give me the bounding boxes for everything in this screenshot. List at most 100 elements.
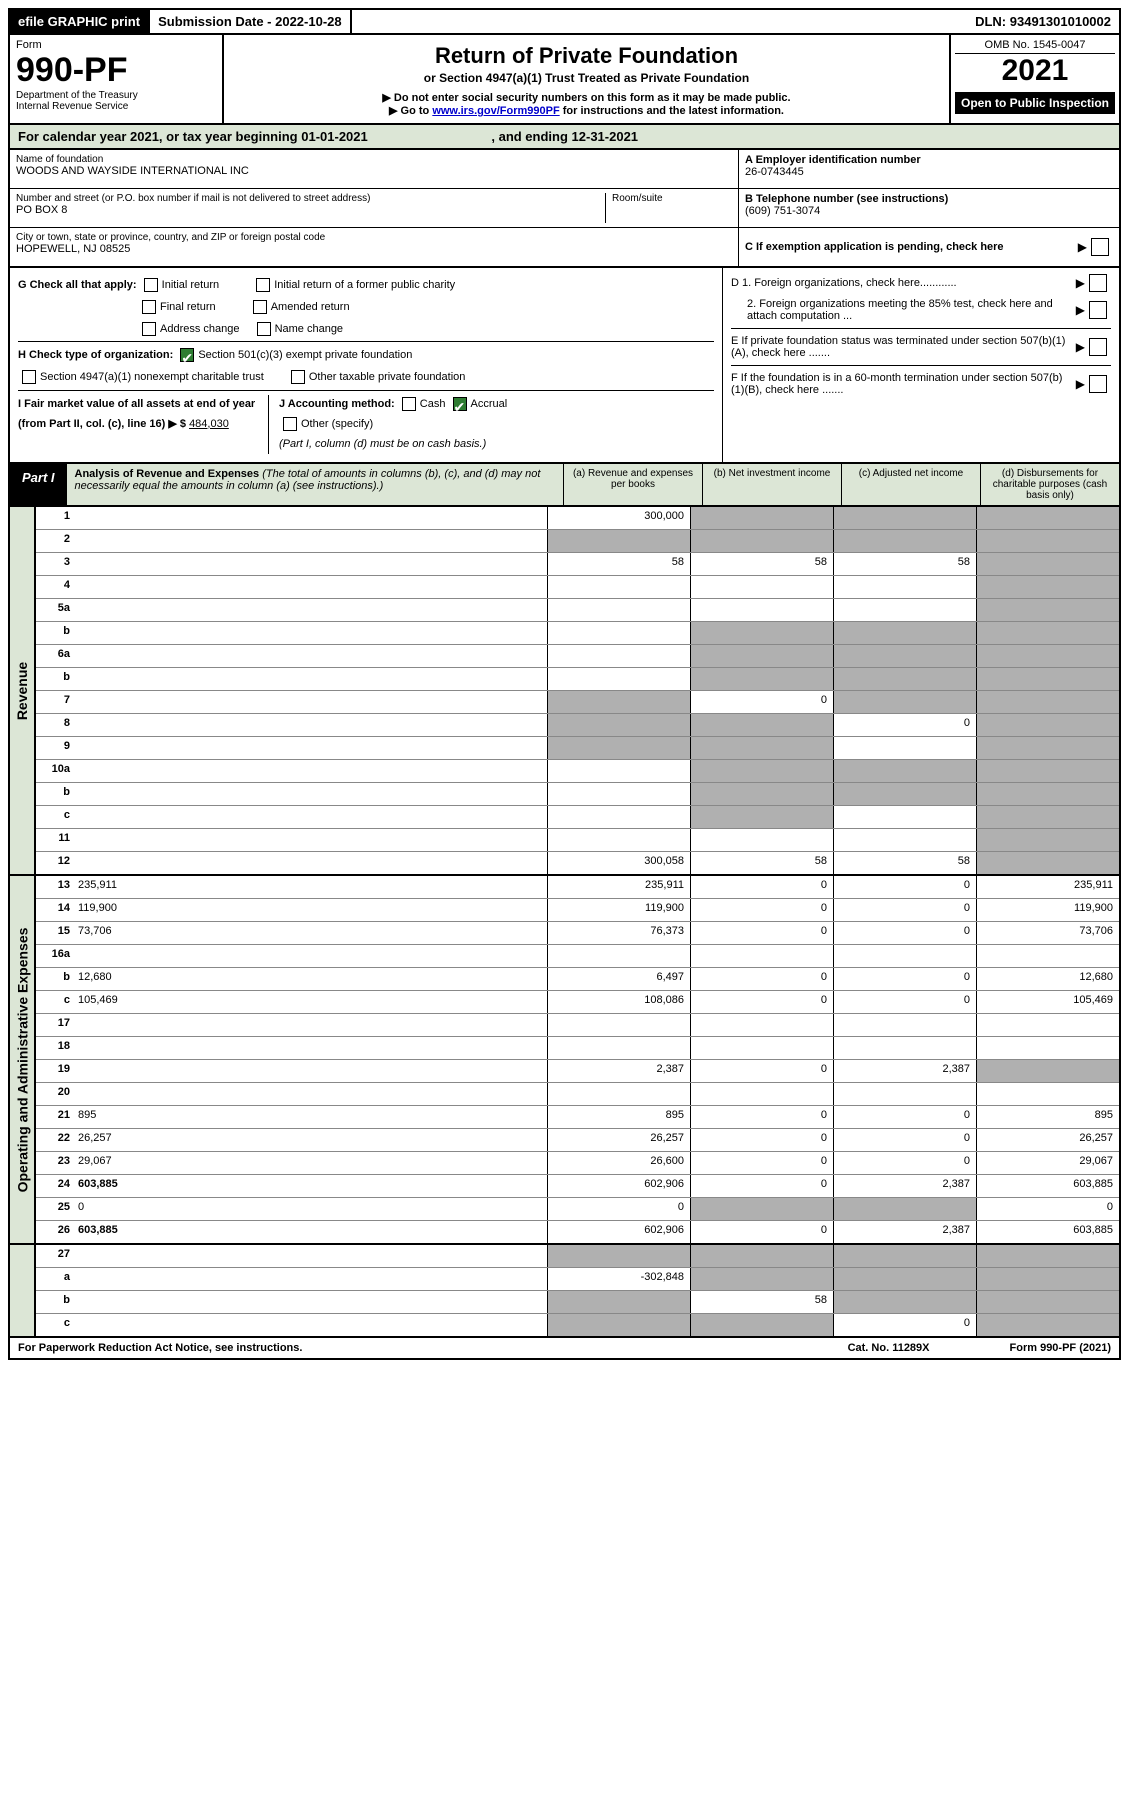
cell-c: 0 xyxy=(833,876,976,898)
expense-side-label: Operating and Administrative Expenses xyxy=(10,876,36,1243)
row-desc xyxy=(74,645,547,667)
cell-b xyxy=(690,1083,833,1105)
row-desc xyxy=(74,1245,547,1267)
cell-d: 29,067 xyxy=(976,1152,1119,1174)
row-number: 10a xyxy=(36,760,74,782)
final-checkbox[interactable] xyxy=(142,300,156,314)
cell-d xyxy=(976,852,1119,874)
cell-c: 0 xyxy=(833,922,976,944)
cell-b xyxy=(690,945,833,967)
cell-a xyxy=(547,1314,690,1336)
cell-d: 603,885 xyxy=(976,1175,1119,1197)
cell-a: 235,911 xyxy=(547,876,690,898)
other-method-checkbox[interactable] xyxy=(283,417,297,431)
row-number: 8 xyxy=(36,714,74,736)
cell-b: 0 xyxy=(690,1129,833,1151)
row-desc xyxy=(74,553,547,575)
dept: Department of the Treasury xyxy=(16,90,216,101)
initial-former-checkbox[interactable] xyxy=(256,278,270,292)
cell-c: 0 xyxy=(833,991,976,1013)
info-left: Name of foundation WOODS AND WAYSIDE INT… xyxy=(10,150,738,266)
cell-c xyxy=(833,1037,976,1059)
row-number: 14 xyxy=(36,899,74,921)
amended-checkbox[interactable] xyxy=(253,300,267,314)
accrual-checkbox[interactable] xyxy=(453,397,467,411)
d1-row: D 1. Foreign organizations, check here..… xyxy=(731,274,1111,292)
cell-a: 300,000 xyxy=(547,507,690,529)
cell-b xyxy=(690,668,833,690)
header-mid: Return of Private Foundation or Section … xyxy=(224,35,949,123)
check-left: G Check all that apply: Initial return I… xyxy=(10,268,722,462)
cell-c xyxy=(833,530,976,552)
table-row: c105,469108,08600105,469 xyxy=(36,991,1119,1014)
table-row: 3585858 xyxy=(36,553,1119,576)
row-number: 6a xyxy=(36,645,74,667)
f-checkbox[interactable] xyxy=(1089,375,1107,393)
cell-b: 0 xyxy=(690,991,833,1013)
addr-change-checkbox[interactable] xyxy=(142,322,156,336)
row-desc xyxy=(74,1291,547,1313)
cell-b: 0 xyxy=(690,876,833,898)
cell-c: 0 xyxy=(833,899,976,921)
h-other-checkbox[interactable] xyxy=(291,370,305,384)
table-row: 13235,911235,91100235,911 xyxy=(36,876,1119,899)
row-desc: 603,885 xyxy=(74,1175,547,1197)
cell-d: 235,911 xyxy=(976,876,1119,898)
row-number: 23 xyxy=(36,1152,74,1174)
cell-c xyxy=(833,945,976,967)
cell-c xyxy=(833,829,976,851)
cell-a: 602,906 xyxy=(547,1221,690,1243)
name-change-checkbox[interactable] xyxy=(257,322,271,336)
cell-b: 0 xyxy=(690,1106,833,1128)
cell-b xyxy=(690,1245,833,1267)
c-checkbox[interactable] xyxy=(1091,238,1109,256)
cell-c: 0 xyxy=(833,714,976,736)
cell-d xyxy=(976,553,1119,575)
row-desc xyxy=(74,507,547,529)
row-number: 9 xyxy=(36,737,74,759)
cell-a: 26,600 xyxy=(547,1152,690,1174)
cell-d: 0 xyxy=(976,1198,1119,1220)
row-number: 18 xyxy=(36,1037,74,1059)
cell-d xyxy=(976,760,1119,782)
top-bar: efile GRAPHIC print Submission Date - 20… xyxy=(8,8,1121,35)
cell-c xyxy=(833,1014,976,1036)
row-desc xyxy=(74,760,547,782)
cell-b xyxy=(690,530,833,552)
cell-d: 119,900 xyxy=(976,899,1119,921)
h-501c3-checkbox[interactable] xyxy=(180,348,194,362)
table-row: b xyxy=(36,622,1119,645)
cell-b xyxy=(690,737,833,759)
col-a-header: (a) Revenue and expenses per books xyxy=(563,464,702,505)
table-row: 2 xyxy=(36,530,1119,553)
cash-checkbox[interactable] xyxy=(402,397,416,411)
col-d-header: (d) Disbursements for charitable purpose… xyxy=(980,464,1119,505)
row-number: 12 xyxy=(36,852,74,874)
cell-d xyxy=(976,599,1119,621)
row-number: 27 xyxy=(36,1245,74,1267)
row-desc xyxy=(74,668,547,690)
cell-c: 2,387 xyxy=(833,1060,976,1082)
cell-b: 0 xyxy=(690,1221,833,1243)
col-headers: (a) Revenue and expenses per books (b) N… xyxy=(563,464,1119,505)
initial-checkbox[interactable] xyxy=(144,278,158,292)
cell-a xyxy=(547,760,690,782)
cell-a: 6,497 xyxy=(547,968,690,990)
cell-c xyxy=(833,622,976,644)
cell-a: 895 xyxy=(547,1106,690,1128)
col-c-header: (c) Adjusted net income xyxy=(841,464,980,505)
cell-c xyxy=(833,599,976,621)
row-number: 17 xyxy=(36,1014,74,1036)
h-4947-checkbox[interactable] xyxy=(22,370,36,384)
cell-a: 2,387 xyxy=(547,1060,690,1082)
row-number: b xyxy=(36,1291,74,1313)
irs-link[interactable]: www.irs.gov/Form990PF xyxy=(432,105,559,117)
form-number: 990-PF xyxy=(16,51,216,90)
d1-checkbox[interactable] xyxy=(1089,274,1107,292)
cell-b: 58 xyxy=(690,852,833,874)
cell-a: 119,900 xyxy=(547,899,690,921)
table-row: 24603,885602,90602,387603,885 xyxy=(36,1175,1119,1198)
e-checkbox[interactable] xyxy=(1089,338,1107,356)
d2-checkbox[interactable] xyxy=(1089,301,1107,319)
city-row: City or town, state or province, country… xyxy=(10,228,738,266)
